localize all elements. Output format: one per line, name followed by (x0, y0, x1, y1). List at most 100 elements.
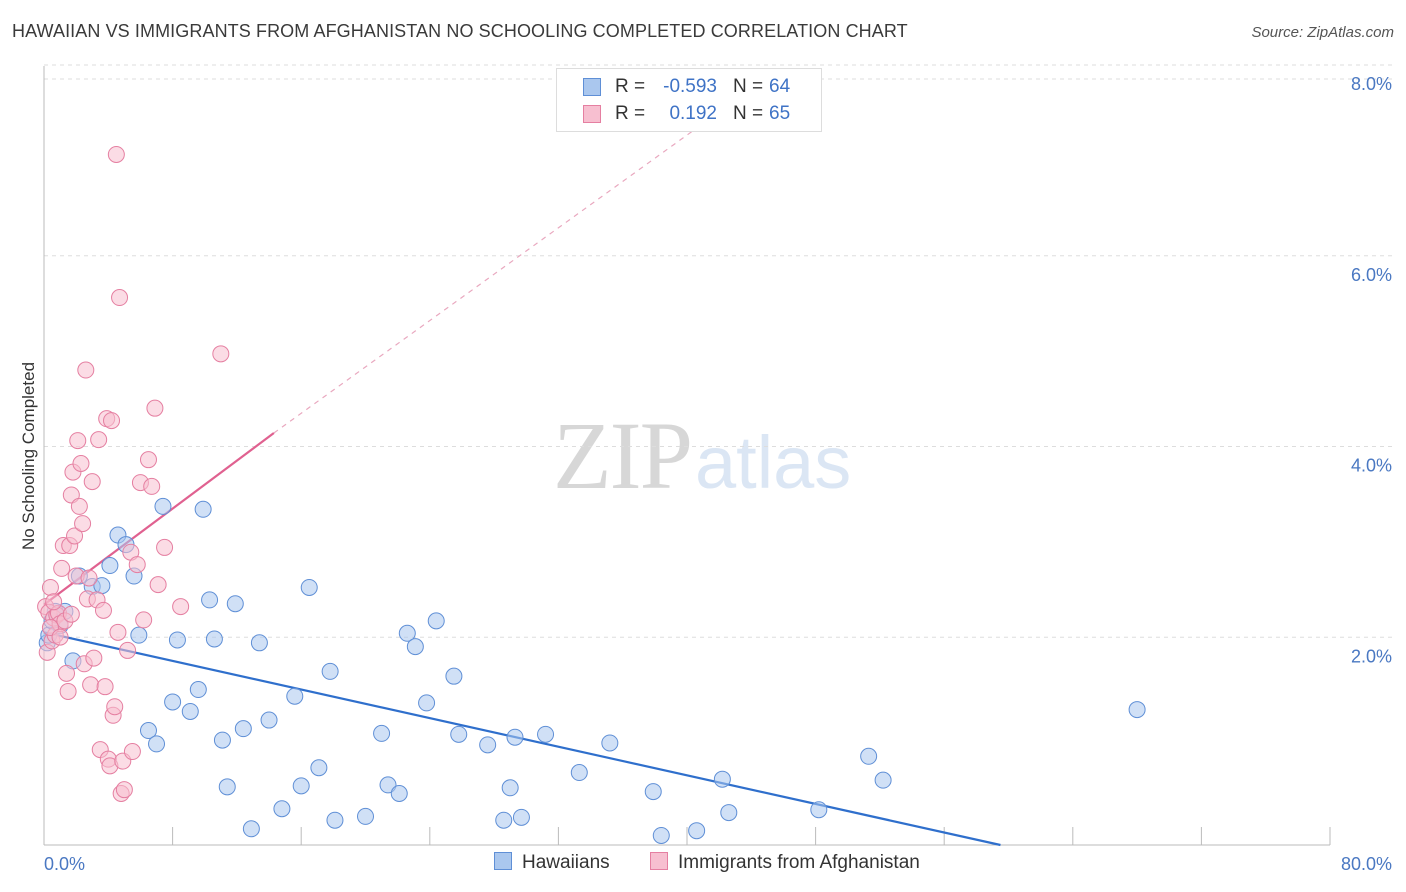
legend-r-label: R = (615, 76, 646, 97)
hawaiians-point (148, 735, 166, 753)
afghan-point (156, 538, 174, 556)
afghan-point (83, 473, 101, 491)
hawaiians-point (1128, 701, 1146, 719)
hawaiians-point (373, 724, 391, 742)
hawaiians-point (512, 808, 530, 826)
hawaiians-point (601, 734, 619, 752)
legend-r-value: -0.593 (663, 76, 717, 97)
legend-n-label: N = (733, 103, 764, 124)
hawaiians-point (194, 500, 212, 518)
afghan-point (66, 527, 84, 545)
hawaiians-point (326, 811, 344, 829)
hawaiians-point (218, 778, 236, 796)
hawaiians-point (406, 638, 424, 656)
legend-row-hawaiians: R = -0.593 N = 64 (557, 75, 821, 101)
y-tick-label: 6.0% (1351, 265, 1392, 285)
hawaiians-point (189, 681, 207, 699)
afghan-point (41, 578, 59, 596)
hawaiians-point (213, 731, 231, 749)
hawaiians-point (720, 804, 738, 822)
hawaiians-point (644, 783, 662, 801)
afghan-points (37, 145, 230, 802)
y-tick-label: 4.0% (1351, 456, 1392, 476)
afghan-point (59, 682, 77, 700)
hawaiians-point (495, 811, 513, 829)
afghan-point (69, 432, 87, 450)
hawaiians-point (181, 702, 199, 720)
hawaiians-point (357, 807, 374, 825)
y-tick-label: 8.0% (1351, 74, 1392, 94)
hawaiians-point (445, 667, 463, 685)
legend-row-afghan: R = 0.192 N = 65 (557, 102, 821, 128)
legend-n-value: 65 (769, 103, 791, 124)
hawaiians-point (201, 591, 219, 609)
hawaiians-point (260, 711, 278, 729)
hawaiians-point (234, 720, 252, 738)
afghan-point (212, 345, 230, 363)
hawaiians-point (226, 595, 244, 613)
hawaiians-point (250, 634, 268, 652)
grid-lines (44, 64, 1392, 638)
afghan-point (90, 431, 108, 449)
hawaiians-point (139, 722, 157, 740)
afghan-point (62, 605, 80, 623)
afghan-point (96, 678, 114, 696)
afghan-point (111, 289, 129, 307)
hawaiians-point (101, 557, 119, 575)
legend-swatch-afghan (583, 105, 601, 123)
hawaiians-point (164, 693, 182, 711)
afghan-point (172, 598, 190, 616)
hawaiians-point (450, 725, 468, 743)
afghan-point (135, 611, 153, 629)
correlation-legend: R = -0.593 N = 64 R = 0.192 N = 65 (556, 68, 822, 132)
hawaiians-point (130, 626, 148, 644)
hawaiians-point (860, 747, 878, 765)
hawaiians-point (242, 820, 260, 838)
afghan-point (109, 623, 127, 641)
chart-title: HAWAIIAN VS IMMIGRANTS FROM AFGHANISTAN … (12, 21, 908, 41)
afghan-point (85, 649, 103, 667)
afghan-point (107, 145, 125, 163)
hawaiians-point (292, 777, 310, 795)
tick-labels: 2.0% 4.0% 6.0% 8.0% 0.0% 80.0% (44, 74, 1392, 874)
axes (43, 66, 1331, 846)
afghan-point (123, 743, 141, 761)
legend-item-hawaiians: Hawaiians (494, 852, 610, 874)
afghan-point (70, 497, 88, 515)
afghan-point (94, 601, 112, 619)
afghan-point (45, 593, 63, 611)
afghan-point (77, 361, 95, 379)
afghan-point (103, 412, 121, 430)
legend-swatch-hawaiians (494, 852, 512, 870)
y-axis-label: No Schooling Completed (19, 362, 38, 550)
hawaiians-point (321, 662, 339, 680)
hawaiians-point (390, 784, 408, 802)
afghan-point (74, 515, 92, 533)
legend-r-label: R = (615, 103, 646, 124)
legend-label-hawaiians: Hawaiians (522, 852, 610, 873)
hawaiians-point (479, 736, 497, 754)
legend-swatch-afghan (650, 852, 668, 870)
afghan-point (139, 451, 157, 469)
afghan-point (51, 628, 69, 646)
hawaiians-point (652, 826, 670, 844)
afghan-point (128, 556, 146, 574)
afghan-trend-extension (273, 114, 715, 434)
hawaiians-point (688, 822, 706, 840)
source-label: Source: ZipAtlas.com (1251, 24, 1394, 41)
hawaiians-point (205, 630, 223, 648)
legend-r-value: 0.192 (669, 103, 717, 124)
hawaiians-point (310, 759, 328, 777)
hawaiians-point (501, 779, 519, 797)
hawaiians-point (570, 764, 588, 782)
hawaiians-point (398, 624, 416, 642)
legend-swatch-hawaiians (583, 78, 601, 96)
hawaiians-point (418, 694, 436, 712)
hawaiians-point (506, 728, 524, 746)
afghan-point (80, 569, 98, 587)
x-tick-label: 80.0% (1341, 854, 1392, 874)
hawaiians-point (154, 497, 172, 515)
hawaiians-points (38, 497, 1146, 844)
hawaiians-point (427, 612, 445, 630)
